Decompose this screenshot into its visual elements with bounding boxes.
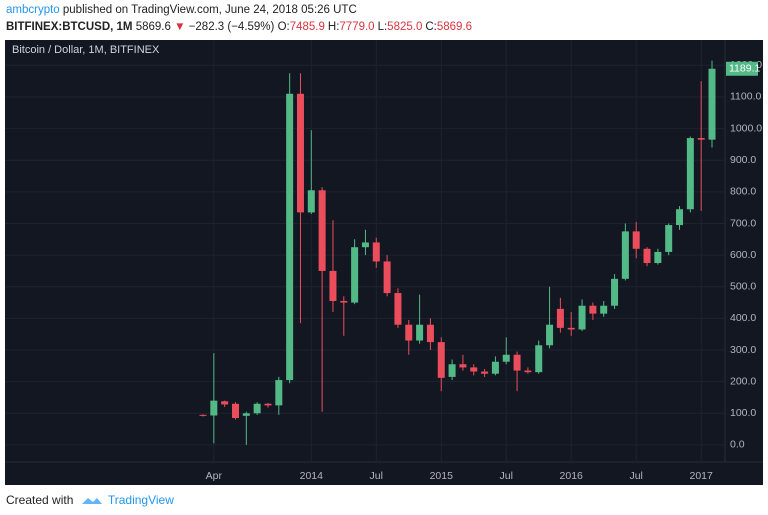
- candle-body: [318, 190, 326, 271]
- chart-title: Bitcoin / Dollar, 1M, BITFINEX: [12, 44, 160, 56]
- candle-body: [307, 190, 315, 213]
- y-tick-label: 700.0: [730, 217, 756, 229]
- y-tick-label: 1000.0: [730, 122, 762, 134]
- candle-body: [459, 364, 467, 368]
- y-tick-label: 1100.0: [730, 91, 761, 103]
- candle-body: [567, 327, 575, 330]
- ohlc-value: 7779.0: [339, 21, 375, 33]
- candle-body: [697, 138, 705, 140]
- candle-body: [665, 225, 673, 252]
- y-tick-label: 0.0: [730, 439, 745, 451]
- y-tick-label: 500.0: [730, 281, 756, 293]
- ohlc-label: H:: [327, 21, 340, 33]
- candle-body: [426, 324, 434, 343]
- candle-body: [546, 324, 554, 346]
- y-tick-label: 200.0: [730, 375, 756, 387]
- chart: Bitcoin / Dollar, 1M, BITFINEX 0.0 100.0 2…: [5, 40, 763, 485]
- x-tick-label: 2016: [560, 470, 584, 482]
- candle-body: [210, 400, 218, 416]
- candle-body: [286, 93, 294, 381]
- ohlc-label: L:: [377, 21, 388, 33]
- candle-body: [199, 414, 207, 416]
- candle-body: [437, 342, 445, 378]
- symbol-line: BITFINEX:BTCUSD, 1M 5869.6 ▼ −282.3 (−4.…: [6, 21, 475, 33]
- x-tick-label: Apr: [206, 470, 223, 482]
- candle-body: [535, 345, 543, 373]
- x-tick-label: Jul: [370, 470, 383, 482]
- logo: [81, 497, 102, 504]
- y-tick-label: 100.0: [730, 407, 756, 419]
- candle-body: [296, 93, 304, 213]
- last-price-box: [726, 61, 758, 76]
- candle-body: [643, 248, 651, 264]
- candle-body: [264, 403, 272, 406]
- ohlc-value: 5825.0: [387, 21, 423, 33]
- candle-body: [502, 354, 510, 362]
- candle-body: [383, 261, 391, 294]
- candle-body: [372, 242, 380, 262]
- candle-body: [448, 364, 456, 377]
- candle-body: [621, 231, 629, 279]
- candle-body: [513, 354, 521, 371]
- candle-body: [676, 209, 684, 226]
- x-tick-label: 2015: [430, 470, 454, 482]
- candle-body: [600, 305, 608, 314]
- y-tick-label: 900.0: [730, 154, 756, 166]
- candle-body: [686, 138, 694, 210]
- candle-body: [329, 270, 337, 301]
- candle-body: [405, 324, 413, 341]
- y-tick-label: 800.0: [730, 186, 756, 198]
- x-tick-label: Jul: [500, 470, 513, 482]
- candle-body: [275, 380, 283, 406]
- candle-body: [632, 231, 640, 249]
- candle-body: [242, 413, 250, 416]
- last-price-label: 1189.1: [729, 63, 760, 75]
- candle-body: [231, 403, 239, 419]
- candle-body: [708, 68, 716, 140]
- x-tick-label: 2014: [300, 470, 324, 482]
- ohlc: O:7485.9 H:7779.0 L:5825.0 C:5869.6: [278, 21, 475, 33]
- candle-body: [481, 371, 489, 374]
- y-tick-label: 300.0: [730, 344, 756, 356]
- candle-body: [578, 305, 586, 330]
- symbol: BITFINEX:BTCUSD, 1M: [6, 21, 133, 33]
- candle-body: [524, 370, 532, 373]
- created: Created with: [6, 493, 74, 507]
- ohlc-label: O:: [277, 21, 290, 33]
- candle-body: [340, 300, 348, 303]
- last: 5869.6: [135, 21, 171, 33]
- y-tick-label: 600.0: [730, 249, 756, 261]
- candle-body: [654, 251, 662, 264]
- candle-body: [589, 305, 597, 314]
- x-tick-label: 2017: [690, 470, 714, 482]
- y-tick-label: 400.0: [730, 312, 756, 324]
- ohlc-label: C:: [425, 21, 437, 33]
- ohlc-value: 7485.9: [289, 21, 325, 33]
- candle-body: [491, 361, 499, 374]
- candle-body: [470, 367, 478, 372]
- candle-body: [394, 293, 402, 325]
- candle-body: [361, 242, 369, 248]
- candle-body: [351, 247, 359, 303]
- brand[interactable]: TradingView: [107, 493, 174, 507]
- footer: Created with TradingView: [6, 493, 174, 507]
- author[interactable]: ambcrypto: [6, 4, 60, 16]
- ohlc-value: 5869.6: [436, 21, 473, 33]
- candle-body: [253, 403, 261, 414]
- candle-body: [611, 278, 619, 306]
- published: published on TradingView.com, June 24, 2…: [62, 4, 357, 16]
- candle-body: [416, 324, 424, 341]
- candle-body: [556, 308, 564, 328]
- change: −282.3 (−4.59%): [188, 21, 275, 33]
- publish-line: ambcrypto published on TradingView.com, …: [6, 4, 357, 16]
- candle-body: [221, 401, 229, 405]
- arrow: ▼: [174, 21, 186, 33]
- x-tick-label: Jul: [629, 470, 642, 482]
